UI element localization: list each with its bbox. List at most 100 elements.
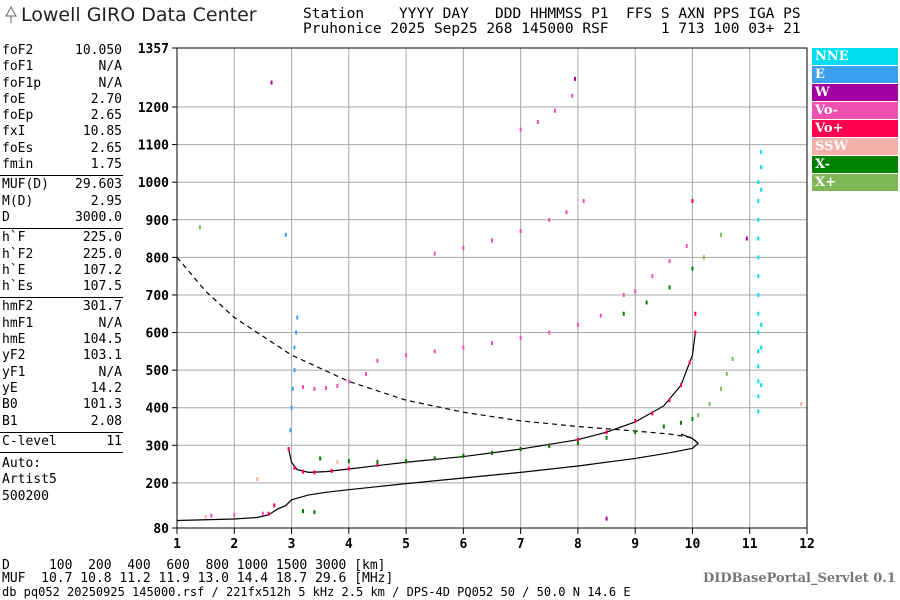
parameter-row: yF2 103.1 xyxy=(0,348,123,364)
plot-frame xyxy=(176,47,808,529)
legend-entry: E xyxy=(812,66,898,83)
echo-point xyxy=(293,345,296,350)
echo-point xyxy=(708,401,711,406)
echo-point xyxy=(319,456,322,461)
file-info: db pq052 20250925 145000.rsf / 221fx512h… xyxy=(2,585,631,599)
legend-entry: X- xyxy=(812,156,898,173)
parameter-panel: foF2 10.050 foF1 N/A foF1p N/A foE 2.70 foEp 2.65… xyxy=(0,42,123,505)
echo-point xyxy=(462,453,465,458)
echo-point xyxy=(622,311,625,316)
echo-point xyxy=(691,198,694,203)
muf-row: MUF 10.7 10.8 11.2 11.9 13.0 14.4 18.7 2… xyxy=(2,571,394,586)
x-tick-label: 10 xyxy=(685,537,701,552)
echo-point xyxy=(405,459,408,464)
parameter-name: foF2 xyxy=(2,43,34,58)
parameter-row: hmF2 301.7 xyxy=(0,299,123,315)
echo-point xyxy=(582,198,585,203)
echo-point xyxy=(519,336,522,341)
parameter-name: B0 xyxy=(2,397,18,413)
parameter-name: C-level xyxy=(2,433,57,449)
echo-point xyxy=(800,401,803,406)
x-tick-label: 9 xyxy=(631,537,639,552)
parameter-name: foF1p xyxy=(2,75,42,91)
parameter-name: hmF1 xyxy=(2,315,34,331)
x-tick-label: 5 xyxy=(402,537,410,552)
parameter-value: 101.3 xyxy=(82,397,122,413)
echo-point xyxy=(261,511,264,516)
parameter-row: MUF(D) 29.603 xyxy=(0,177,123,193)
echo-point xyxy=(634,418,637,423)
parameter-value: 103.1 xyxy=(82,348,122,364)
echo-point xyxy=(702,255,705,260)
parameter-value: 2.70 xyxy=(90,91,122,107)
echo-point xyxy=(760,323,763,328)
echo-point xyxy=(605,430,608,435)
echo-point xyxy=(576,323,579,328)
echo-point xyxy=(634,430,637,435)
echo-point xyxy=(491,450,493,455)
parameter-value: N/A xyxy=(98,75,122,91)
echo-point xyxy=(376,459,379,464)
y-tick-label: 1100 xyxy=(138,139,169,154)
echo-point xyxy=(233,512,236,517)
echo-point xyxy=(519,447,522,452)
echo-point xyxy=(634,289,637,294)
auto-line: Artist5 xyxy=(2,472,57,488)
parameter-value: N/A xyxy=(98,364,122,380)
echo-point xyxy=(576,437,579,442)
echo-point xyxy=(757,379,760,384)
parameter-row: h`F2 225.0 xyxy=(0,247,123,263)
echo-point xyxy=(313,386,316,391)
parameter-group: foF2 10.050 foF1 N/A foF1p N/A foE 2.70 foEp 2.65… xyxy=(0,42,123,177)
legend-entry: SSW xyxy=(812,138,898,155)
y-tick-label: 1000 xyxy=(138,176,169,191)
echo-point xyxy=(267,511,270,516)
echo-point xyxy=(302,385,304,390)
echo-point xyxy=(645,300,648,305)
auto-line: 500200 xyxy=(2,488,49,504)
echo-point xyxy=(668,285,671,290)
parameter-row: C-level 11 xyxy=(0,434,123,450)
y-tick-label: 800 xyxy=(146,251,170,266)
parameter-row: h`E 107.2 xyxy=(0,263,123,279)
servlet-label: DIDBasePortal_Servlet 0.1 xyxy=(703,571,896,586)
echo-point xyxy=(668,259,671,264)
echo-point xyxy=(302,509,304,514)
echo-point xyxy=(680,420,682,425)
parameter-value: 3000.0 xyxy=(75,209,122,225)
echo-point xyxy=(745,236,748,241)
echo-point xyxy=(313,470,316,475)
parameter-value: 2.65 xyxy=(90,108,122,124)
echo-point xyxy=(548,217,551,222)
logo-icon xyxy=(5,6,17,23)
echo-point xyxy=(293,368,296,373)
echo-point xyxy=(336,460,339,465)
legend-entry: Vo+ xyxy=(812,120,898,137)
echo-point xyxy=(760,345,763,350)
y-tick-label: 600 xyxy=(146,327,170,342)
parameter-name: M(D) xyxy=(2,193,34,209)
echo-point xyxy=(757,217,760,222)
echo-point xyxy=(731,356,734,361)
parameter-group: C-level 11 xyxy=(0,433,123,454)
echo-point xyxy=(519,229,522,234)
echo-point xyxy=(289,428,292,433)
echo-point xyxy=(605,516,608,521)
header-line: Pruhonice 2025 Sep25 268 145000 RSF 1 71… xyxy=(303,21,801,37)
parameter-name: h`Es xyxy=(2,279,34,295)
logo: Lowell GIRO Data Center xyxy=(4,4,257,26)
parameter-group: MUF(D) 29.603 M(D) 2.95 D 3000.0 xyxy=(0,176,123,230)
parameter-row: yF1 N/A xyxy=(0,365,123,381)
echo-point xyxy=(536,120,539,125)
echo-point xyxy=(365,371,367,376)
parameter-row: foEp 2.65 xyxy=(0,108,123,124)
echo-point xyxy=(256,477,259,482)
parameter-value: 104.5 xyxy=(82,332,122,348)
parameter-name: B1 xyxy=(2,413,18,429)
echo-point xyxy=(336,383,339,388)
parameter-row: yE 14.2 xyxy=(0,381,123,397)
parameter-value: N/A xyxy=(98,315,122,331)
parameter-row: foF1p N/A xyxy=(0,76,123,92)
x-tick-label: 7 xyxy=(517,537,525,552)
